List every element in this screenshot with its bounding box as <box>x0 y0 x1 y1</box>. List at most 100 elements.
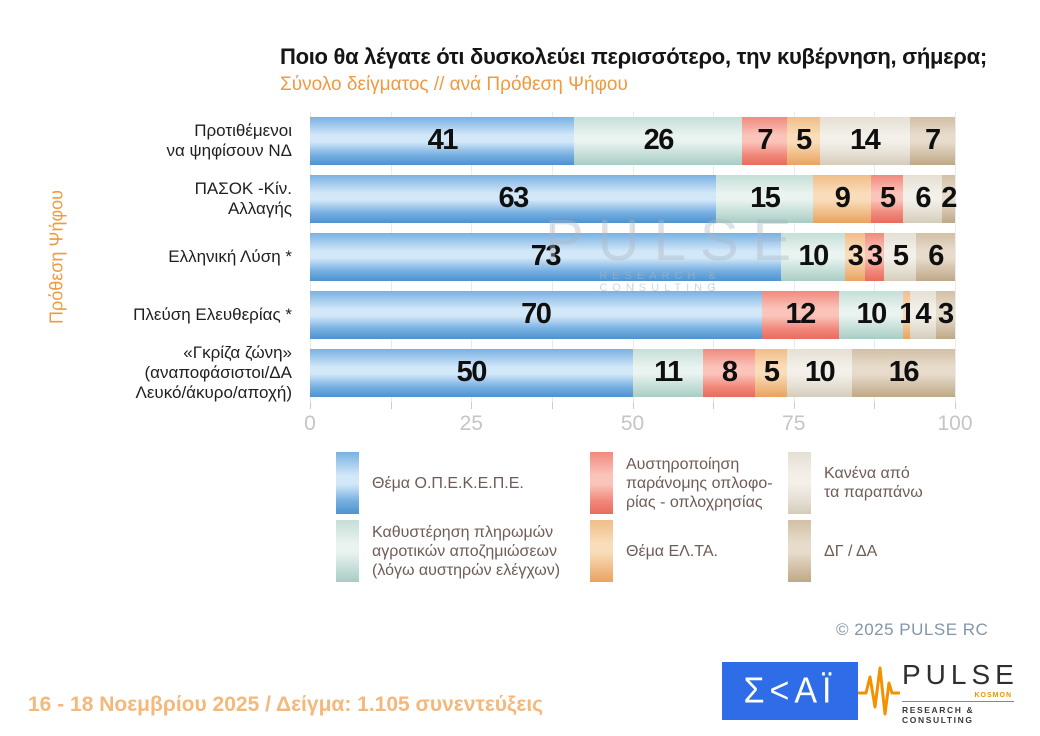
bar-segment-opla: 12 <box>761 291 839 339</box>
bar-value-label: 7 <box>757 123 773 156</box>
x-axis-tick-label: 0 <box>304 412 316 435</box>
bar-segment-dkda: 6 <box>916 233 955 281</box>
bar-value-label: 16 <box>888 355 920 388</box>
x-axis-tick <box>310 402 311 409</box>
bar-value-label: 10 <box>798 239 829 272</box>
chart-subtitle: Σύνολο δείγματος // ανά Πρόθεση Ψήφου <box>280 74 628 95</box>
bar-segment-opla: 3 <box>864 233 885 281</box>
legend-item-none: Κανένα από τα παραπάνω <box>788 452 923 514</box>
bar-segment-none: 10 <box>787 349 852 397</box>
legend-item-opla: Αυστηροποίηση παράνομης οπλοφο- ρίας - ο… <box>590 452 773 514</box>
category-label: Πλεύση Ελευθερίας * <box>133 305 292 324</box>
legend-label: ΔΓ / ΔΑ <box>824 542 878 560</box>
bar-value-label: 3 <box>847 239 864 272</box>
category-label: «Γκρίζα ζώνη» (αναποφάσιστοι/ΔΑ Λευκό/άκ… <box>135 343 292 402</box>
legend-item-elta: Θέμα ΕΛ.ΤΑ. <box>590 520 718 582</box>
bar-value-label: 9 <box>834 181 851 214</box>
skai-logo: Σ<ΑΪ <box>722 662 858 720</box>
bar-value-label: 4 <box>915 297 931 330</box>
x-axis-tick-label: 25 <box>459 412 483 435</box>
bar-value-label: 50 <box>456 355 488 388</box>
bar-value-label: 6 <box>928 239 944 272</box>
bar-segment-opekepe: 63 <box>310 175 717 223</box>
category-label: Ελληνική Λύση * <box>168 247 292 266</box>
legend-label: Θέμα ΕΛ.ΤΑ. <box>626 542 718 560</box>
legend-item-dkda: ΔΓ / ΔΑ <box>788 520 877 582</box>
legend-label: Κανένα από τα παραπάνω <box>824 465 923 501</box>
legend-swatch-red <box>590 452 613 514</box>
bar-value-label: 12 <box>785 297 817 330</box>
bar-value-label: 15 <box>750 181 781 214</box>
bar-value-label: 5 <box>892 239 909 272</box>
bar-segment-agro: 11 <box>632 349 704 397</box>
bar-segment-agro: 15 <box>716 175 814 223</box>
legend-label: Καθυστέρηση πληρωμών αγροτικών αποζημιώσ… <box>372 523 561 579</box>
category-label: Προτιθέμενοι να ψηφίσουν ΝΔ <box>166 121 292 160</box>
legend-swatch-gray <box>788 452 811 514</box>
bar-row: 63 15 9 5 6 2 <box>310 175 957 223</box>
bar-row: 41 26 7 5 14 7 <box>310 117 955 165</box>
bar-segment-elta: 5 <box>787 117 820 165</box>
bar-segment-agro: 26 <box>574 117 743 165</box>
bar-segment-opla: 5 <box>871 175 904 223</box>
x-axis-tick <box>793 402 795 409</box>
bar-value-label: 73 <box>530 239 562 272</box>
bar-value-label: 26 <box>643 123 675 156</box>
bar-segment-opla: 8 <box>703 349 756 397</box>
bar-row: 70 12 10 1 4 3 <box>310 291 955 339</box>
bar-value-label: 11 <box>654 355 683 388</box>
gridline <box>955 112 956 402</box>
bar-value-label: 70 <box>521 297 552 330</box>
bar-value-label: 3 <box>937 297 954 330</box>
legend-item-opekepe: Θέμα Ο.Π.Ε.Κ.Ε.Π.Ε. <box>336 452 524 514</box>
bar-value-label: 2 <box>941 181 957 214</box>
bar-segment-opekepe: 70 <box>310 291 762 339</box>
x-axis-tick <box>874 402 876 409</box>
bar-value-label: 63 <box>498 181 530 214</box>
x-axis-tick-label: 100 <box>937 412 973 435</box>
bar-segment-agro: 10 <box>838 291 904 339</box>
fieldwork-note: 16 - 18 Νοεμβρίου 2025 / Δείγμα: 1.105 σ… <box>28 693 544 716</box>
bar-value-label: 5 <box>763 355 780 388</box>
bar-value-label: 8 <box>721 355 738 388</box>
bar-row: 73 10 3 3 5 6 <box>310 233 955 281</box>
bar-value-label: 10 <box>804 355 836 388</box>
bar-segment-dkda: 7 <box>909 117 955 165</box>
bar-value-label: 10 <box>856 297 888 330</box>
legend-swatch-orange <box>590 520 613 582</box>
bar-segment-none: 14 <box>819 117 910 165</box>
pulse-waveform-icon <box>858 666 900 716</box>
bar-segment-elta: 9 <box>813 175 872 223</box>
bar-value-label: 5 <box>796 123 812 156</box>
x-axis-tick <box>390 402 392 409</box>
bar-value-label: 7 <box>925 123 941 156</box>
x-axis: 0 25 50 75 100 <box>304 402 973 438</box>
legend-item-agro: Καθυστέρηση πληρωμών αγροτικών αποζημιώσ… <box>336 520 560 582</box>
chart-title: Ποιο θα λέγατε ότι δυσκολεύει περισσότερ… <box>280 44 987 69</box>
legend-label: Θέμα Ο.Π.Ε.Κ.Ε.Π.Ε. <box>372 474 524 492</box>
bar-segment-opekepe: 50 <box>310 349 633 397</box>
bar-segment-none: 5 <box>884 233 917 281</box>
legend-swatch-blue <box>336 452 359 514</box>
x-axis-tick <box>713 402 715 409</box>
x-axis-tick <box>551 402 553 409</box>
pulse-kosmon-text: KOSMON <box>974 692 1012 699</box>
skai-logo-text: Σ<ΑΪ <box>743 670 837 711</box>
bar-segment-dkda: 3 <box>935 291 955 339</box>
bar-segment-opekepe: 73 <box>310 233 781 281</box>
stacked-bar-plot: 41 26 7 5 14 7 63 15 9 5 6 2 73 10 3 3 5 6 70 12 10 1 4 3 50 11 8 5… <box>310 112 957 402</box>
x-axis-tick <box>632 402 634 409</box>
bar-segment-dkda: 16 <box>851 349 955 397</box>
x-axis-tick-label: 50 <box>620 412 645 435</box>
legend-swatch-teal <box>336 520 359 582</box>
copyright-text: © 2025 PULSE RC <box>836 620 989 639</box>
category-label: ΠΑΣΟΚ -Κίν. Αλλαγής <box>194 179 292 218</box>
bar-value-label: 6 <box>915 181 931 214</box>
bar-segment-agro: 10 <box>780 233 846 281</box>
bar-segment-elta: 5 <box>755 349 788 397</box>
bar-value-label: 41 <box>427 123 459 156</box>
bar-segment-none: 6 <box>903 175 943 223</box>
bar-segment-opekepe: 41 <box>310 117 575 165</box>
bar-row: 50 11 8 5 10 16 <box>310 349 955 397</box>
